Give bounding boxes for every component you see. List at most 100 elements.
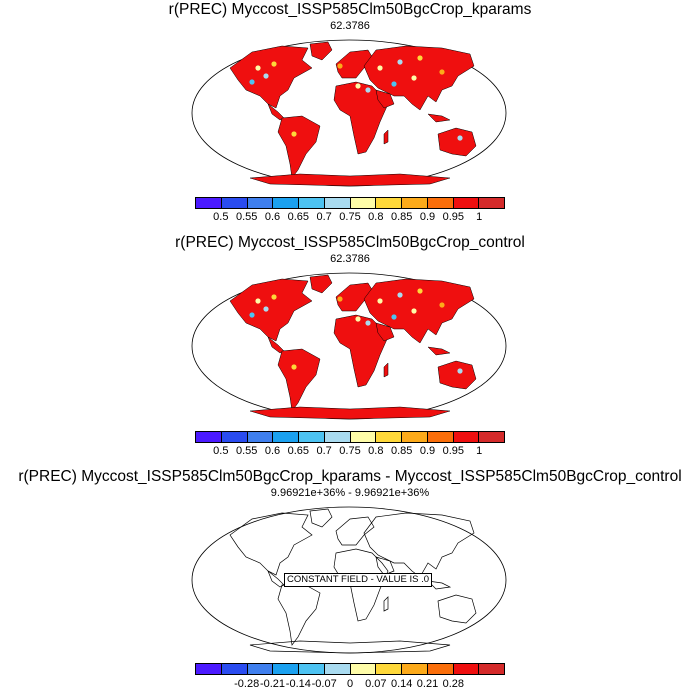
colorbar-tick-label: 0.95	[442, 211, 465, 223]
landmass	[277, 115, 321, 179]
colorbar-tick-label: 0.85	[390, 211, 413, 223]
colorbar-swatch	[402, 198, 428, 208]
panel-2-map	[191, 272, 507, 420]
colorbar-swatch	[247, 432, 274, 442]
landmass	[427, 346, 451, 356]
panel-3-subtitle: 9.96921e+36% - 9.96921e+36%	[270, 487, 430, 499]
low-correlation-patch	[391, 81, 397, 87]
landmass	[383, 596, 389, 612]
low-correlation-patch	[365, 320, 371, 326]
landmass	[277, 582, 321, 646]
low-correlation-patch	[291, 131, 297, 137]
low-correlation-patch	[397, 292, 403, 298]
landmass	[363, 512, 475, 578]
colorbar-swatch	[221, 432, 248, 442]
colorbar-swatch	[196, 198, 222, 208]
panel-2-colorbar-ticks: 0.5 0.55 0.6 0.65 0.7 0.75 0.8 0.85 0.9 0.95 1	[195, 445, 505, 459]
colorbar-swatch	[350, 432, 377, 442]
colorbar-tick-label: 0.55	[235, 445, 258, 457]
landmass	[229, 278, 313, 342]
colorbar-tick-label: 1	[476, 211, 483, 223]
low-correlation-patch	[439, 302, 445, 308]
colorbar-swatch	[221, 664, 248, 674]
map-content	[191, 272, 507, 420]
colorbar-tick-label: 0.28	[442, 678, 465, 690]
landmass	[427, 580, 452, 590]
colorbar-swatch	[221, 198, 248, 208]
colorbar-swatch	[427, 664, 454, 674]
colorbar-tick-label: 0.9	[419, 445, 436, 457]
colorbar-swatch	[273, 432, 299, 442]
low-correlation-patch	[337, 296, 343, 302]
low-correlation-patch	[377, 298, 383, 304]
colorbar-tick-label: -0.14	[285, 678, 311, 690]
landmass	[437, 360, 477, 390]
colorbar-swatch	[479, 432, 504, 442]
landmass	[335, 49, 375, 79]
colorbar-swatch	[324, 198, 351, 208]
colorbar-swatch	[453, 664, 480, 674]
landmass	[383, 362, 389, 378]
landmass	[437, 127, 477, 157]
panel-1-title: r(PREC) Myccost_ISSP585Clm50BgcCrop_kpar…	[168, 1, 532, 18]
colorbar-swatch	[427, 198, 454, 208]
landmass	[333, 81, 389, 155]
low-correlation-patch	[457, 368, 463, 374]
landmass	[249, 640, 451, 654]
landmass	[363, 45, 475, 111]
low-correlation-patch	[391, 314, 397, 320]
colorbar-tick-label: 0.85	[390, 445, 413, 457]
colorbar-swatch	[299, 432, 325, 442]
colorbar-tick-label: 0.9	[419, 211, 436, 223]
colorbar-tick-label: 0.75	[339, 445, 361, 457]
colorbar-swatch	[479, 198, 504, 208]
colorbar-swatch	[324, 664, 351, 674]
constant-field-label: CONSTANT FIELD - VALUE IS .0	[284, 573, 433, 587]
low-correlation-patch	[337, 63, 343, 69]
colorbar-tick-label: 0.65	[287, 211, 310, 223]
colorbar-swatch	[273, 198, 299, 208]
low-correlation-patch	[291, 364, 297, 370]
colorbar-swatch	[196, 432, 222, 442]
low-correlation-patch	[411, 75, 417, 81]
colorbar-tick-label: -0.07	[311, 678, 337, 690]
colorbar-tick-label: 0.8	[368, 445, 384, 457]
low-correlation-patch	[377, 65, 383, 71]
low-correlation-patch	[457, 135, 463, 141]
panel-1-subtitle: 62.3786	[330, 20, 370, 32]
landmass	[309, 274, 333, 294]
colorbar-swatch	[350, 664, 377, 674]
colorbar-swatch	[479, 664, 504, 674]
colorbar-swatch	[402, 664, 428, 674]
panel-3-title: r(PREC) Myccost_ISSP585Clm50BgcCrop_kpar…	[18, 468, 682, 485]
low-correlation-patch	[439, 69, 445, 75]
colorbar-swatch	[402, 432, 428, 442]
landmass	[249, 173, 451, 187]
colorbar-swatch	[453, 198, 480, 208]
landmass	[363, 278, 475, 344]
colorbar-tick-label: -0.21	[259, 678, 286, 690]
panel-1-map	[191, 39, 507, 187]
low-correlation-patch	[255, 298, 261, 304]
landmass	[375, 89, 395, 109]
colorbar-tick-label: 0.95	[442, 445, 465, 457]
colorbar-tick-label: -0.28	[234, 678, 260, 690]
colorbar-tick-label: 0.5	[213, 445, 229, 457]
colorbar-tick-label: 0.65	[287, 445, 310, 457]
low-correlation-patch	[249, 312, 255, 318]
map-content	[191, 39, 507, 187]
colorbar-swatch	[299, 198, 325, 208]
landmass	[277, 348, 321, 412]
colorbar-tick-label: 0.75	[339, 211, 361, 223]
low-correlation-patch	[355, 316, 361, 322]
colorbar-tick-label: 0.7	[316, 445, 332, 457]
low-correlation-patch	[355, 83, 361, 89]
landmass	[333, 314, 389, 388]
colorbar-swatch	[376, 432, 402, 442]
low-correlation-patch	[263, 73, 269, 79]
colorbar-tick-label: 0.14	[390, 678, 413, 690]
colorbar-swatch	[427, 432, 454, 442]
colorbar-swatch	[247, 198, 274, 208]
colorbar-tick-label: 0	[346, 678, 354, 690]
low-correlation-patch	[417, 288, 423, 294]
